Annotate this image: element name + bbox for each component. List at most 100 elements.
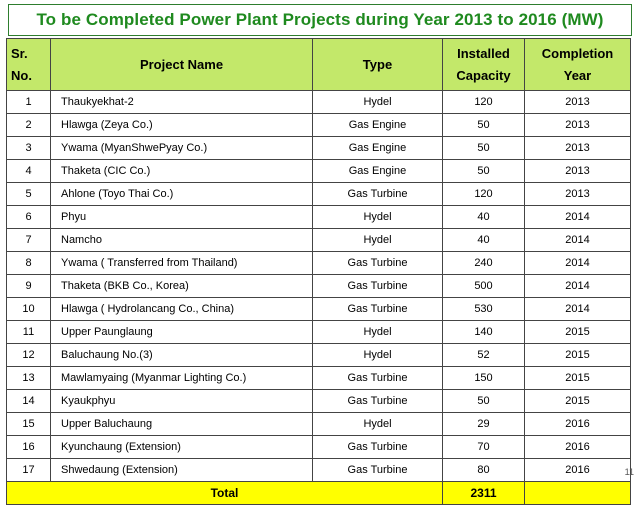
table-row: 15 Upper Baluchaung Hydel 29 2016	[6, 412, 631, 436]
cell-year: 2016	[524, 435, 631, 459]
cell-project-name: Ahlone (Toyo Thai Co.)	[50, 182, 313, 206]
header-project-name: Project Name	[50, 38, 313, 91]
cell-capacity: 80	[442, 458, 525, 482]
cell-sr-no: 11	[6, 320, 51, 344]
cell-capacity: 120	[442, 182, 525, 206]
cell-capacity: 29	[442, 412, 525, 436]
cell-year: 2015	[524, 366, 631, 390]
cell-capacity: 140	[442, 320, 525, 344]
cell-type: Hydel	[312, 412, 443, 436]
cell-type: Gas Engine	[312, 113, 443, 137]
cell-project-name: Upper Baluchaung	[50, 412, 313, 436]
cell-sr-no: 13	[6, 366, 51, 390]
cell-type: Gas Turbine	[312, 251, 443, 275]
total-label: Total	[6, 481, 443, 505]
cell-project-name: Thaketa (BKB Co., Korea)	[50, 274, 313, 298]
cell-capacity: 120	[442, 90, 525, 114]
cell-year: 2016	[524, 412, 631, 436]
cell-type: Gas Engine	[312, 159, 443, 183]
total-year-empty	[524, 481, 631, 505]
cell-project-name: Thaketa (CIC Co.)	[50, 159, 313, 183]
cell-sr-no: 6	[6, 205, 51, 229]
cell-sr-no: 17	[6, 458, 51, 482]
cell-year: 2014	[524, 205, 631, 229]
table-row: 7 Namcho Hydel 40 2014	[6, 228, 631, 252]
cell-project-name: Mawlamyaing (Myanmar Lighting Co.)	[50, 366, 313, 390]
table-row: 13 Mawlamyaing (Myanmar Lighting Co.) Gas …	[6, 366, 631, 390]
cell-capacity: 50	[442, 136, 525, 160]
cell-capacity: 500	[442, 274, 525, 298]
table-row: 2 Hlawga (Zeya Co.) Gas Engine 50 2013	[6, 113, 631, 137]
cell-year: 2013	[524, 182, 631, 206]
cell-project-name: Ywama (MyanShwePyay Co.)	[50, 136, 313, 160]
cell-type: Gas Turbine	[312, 274, 443, 298]
cell-year: 2013	[524, 136, 631, 160]
cell-sr-no: 14	[6, 389, 51, 413]
table-row: 12 Baluchaung No.(3) Hydel 52 2015	[6, 343, 631, 367]
cell-sr-no: 1	[6, 90, 51, 114]
table-row: 6 Phyu Hydel 40 2014	[6, 205, 631, 229]
cell-project-name: Kyaukphyu	[50, 389, 313, 413]
cell-sr-no: 16	[6, 435, 51, 459]
cell-type: Gas Turbine	[312, 389, 443, 413]
table-row: 8 Ywama ( Transferred from Thailand) Gas T…	[6, 251, 631, 275]
table-row: 11 Upper Paunglaung Hydel 140 2015	[6, 320, 631, 344]
cell-type: Hydel	[312, 228, 443, 252]
cell-sr-no: 8	[6, 251, 51, 275]
table-row: 4 Thaketa (CIC Co.) Gas Engine 50 2013	[6, 159, 631, 183]
header-sr-no: Sr. No.	[6, 38, 51, 91]
cell-project-name: Hlawga ( Hydrolancang Co., China)	[50, 297, 313, 321]
cell-sr-no: 7	[6, 228, 51, 252]
cell-sr-no: 10	[6, 297, 51, 321]
page-number: 11	[624, 467, 634, 477]
cell-year: 2015	[524, 320, 631, 344]
cell-project-name: Ywama ( Transferred from Thailand)	[50, 251, 313, 275]
page-title: To be Completed Power Plant Projects dur…	[36, 10, 604, 29]
table-row: 1 Thaukyekhat-2 Hydel 120 2013	[6, 90, 631, 114]
cell-project-name: Upper Paunglaung	[50, 320, 313, 344]
cell-type: Hydel	[312, 343, 443, 367]
table-row: 3 Ywama (MyanShwePyay Co.) Gas Engine 50 201…	[6, 136, 631, 160]
header-installed-capacity: Installed Capacity	[442, 38, 525, 91]
table-row: 14 Kyaukphyu Gas Turbine 50 2015	[6, 389, 631, 413]
cell-year: 2014	[524, 297, 631, 321]
cell-project-name: Hlawga (Zeya Co.)	[50, 113, 313, 137]
cell-type: Gas Turbine	[312, 435, 443, 459]
cell-capacity: 240	[442, 251, 525, 275]
cell-sr-no: 5	[6, 182, 51, 206]
cell-sr-no: 12	[6, 343, 51, 367]
cell-type: Gas Turbine	[312, 366, 443, 390]
header-capacity-line2: Capacity	[456, 67, 511, 83]
cell-type: Gas Turbine	[312, 297, 443, 321]
cell-year: 2013	[524, 159, 631, 183]
cell-capacity: 50	[442, 113, 525, 137]
cell-project-name: Namcho	[50, 228, 313, 252]
cell-type: Hydel	[312, 320, 443, 344]
cell-type: Hydel	[312, 205, 443, 229]
cell-sr-no: 4	[6, 159, 51, 183]
cell-type: Gas Turbine	[312, 458, 443, 482]
cell-year: 2014	[524, 274, 631, 298]
cell-year: 2014	[524, 251, 631, 275]
cell-capacity: 40	[442, 205, 525, 229]
cell-capacity: 50	[442, 389, 525, 413]
cell-capacity: 70	[442, 435, 525, 459]
cell-capacity: 50	[442, 159, 525, 183]
cell-capacity: 530	[442, 297, 525, 321]
cell-year: 2016	[524, 458, 631, 482]
cell-sr-no: 3	[6, 136, 51, 160]
table-row: 17 Shwedaung (Extension) Gas Turbine 80 2016	[6, 458, 631, 482]
header-sr-no-line1: Sr.	[11, 45, 28, 61]
cell-project-name: Phyu	[50, 205, 313, 229]
cell-project-name: Thaukyekhat-2	[50, 90, 313, 114]
table-body: 1 Thaukyekhat-2 Hydel 120 2013 2 Hlawga (Zeya …	[6, 90, 631, 505]
cell-year: 2015	[524, 389, 631, 413]
cell-year: 2013	[524, 113, 631, 137]
cell-project-name: Baluchaung No.(3)	[50, 343, 313, 367]
header-year-line2: Year	[563, 67, 592, 83]
title-banner: To be Completed Power Plant Projects dur…	[8, 4, 632, 36]
cell-project-name: Shwedaung (Extension)	[50, 458, 313, 482]
cell-sr-no: 15	[6, 412, 51, 436]
total-capacity: 2311	[442, 481, 525, 505]
header-completion-year: Completion Year	[524, 38, 631, 91]
